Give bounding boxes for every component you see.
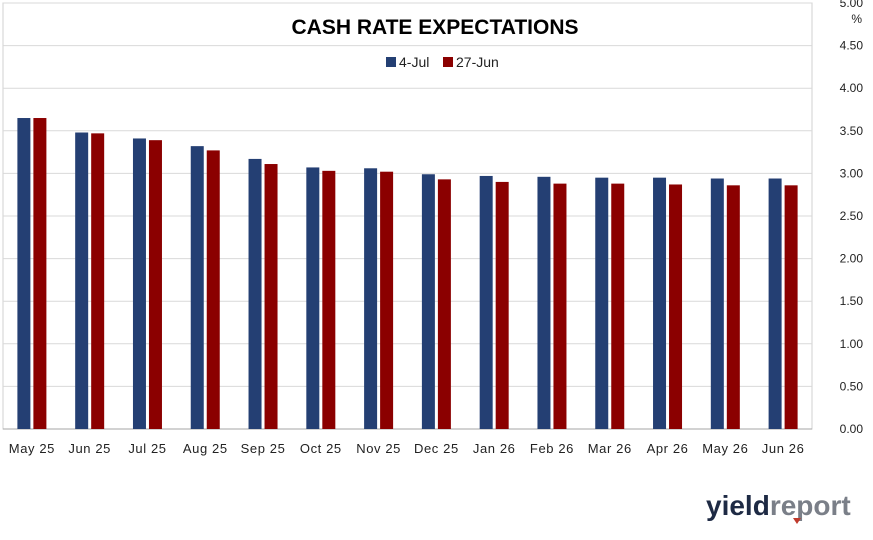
bar-1-6 [380, 171, 394, 430]
bar-0-12 [710, 178, 724, 429]
bar-0-1 [75, 132, 89, 429]
bar-1-10 [611, 183, 625, 429]
bar-1-1 [91, 133, 105, 429]
x-tick-label: Dec 25 [414, 441, 459, 456]
bar-1-0 [33, 118, 47, 430]
yieldreport-logo: yieldreport [706, 490, 851, 521]
legend-swatch-0 [386, 57, 396, 67]
y-tick-label: 3.50 [840, 124, 864, 138]
bar-0-5 [306, 167, 320, 429]
y-tick-label: 2.00 [840, 252, 864, 266]
bar-1-2 [148, 140, 162, 429]
y-tick-label: 1.50 [840, 294, 864, 308]
y-axis-unit-label: % [851, 12, 862, 26]
bar-0-10 [595, 177, 609, 429]
bar-1-3 [206, 150, 220, 429]
x-tick-label: Apr 26 [647, 441, 689, 456]
y-tick-label: 2.50 [840, 209, 864, 223]
bar-0-2 [132, 138, 146, 429]
x-tick-label: Jun 26 [762, 441, 805, 456]
x-tick-label: Nov 25 [356, 441, 401, 456]
bar-1-11 [669, 184, 683, 429]
y-tick-label: 0.00 [840, 422, 864, 436]
bar-1-7 [437, 179, 451, 429]
bar-1-12 [726, 185, 740, 429]
x-tick-label: Jul 25 [128, 441, 166, 456]
legend-swatch-1 [443, 57, 453, 67]
x-tick-label: Jan 26 [473, 441, 516, 456]
legend-label-0: 4-Jul [399, 54, 429, 70]
chart-title: CASH RATE EXPECTATIONS [291, 16, 578, 39]
y-tick-label: 0.50 [840, 379, 864, 393]
bar-0-7 [421, 174, 435, 429]
y-tick-label: 5.00 [840, 0, 864, 10]
y-tick-label: 1.00 [840, 337, 864, 351]
x-tick-label: Aug 25 [183, 441, 228, 456]
bar-0-9 [537, 176, 551, 429]
bar-0-13 [768, 178, 782, 429]
x-tick-label: Mar 26 [588, 441, 632, 456]
y-tick-label: 4.50 [840, 39, 864, 53]
bar-1-4 [264, 164, 278, 429]
bar-0-3 [190, 146, 204, 430]
legend-label-1: 27-Jun [456, 54, 499, 70]
logo-yield-text: yield [706, 490, 770, 521]
bar-0-8 [479, 175, 493, 429]
logo-report-text: report [770, 490, 851, 521]
y-tick-label: 3.00 [840, 166, 864, 180]
bar-0-0 [17, 118, 31, 430]
x-tick-label: Jun 25 [68, 441, 111, 456]
bar-1-5 [322, 170, 336, 429]
y-tick-label: 4.00 [840, 81, 864, 95]
bar-1-9 [553, 183, 567, 429]
bar-0-6 [364, 168, 378, 429]
bar-0-4 [248, 158, 262, 429]
logo-accent-icon [793, 518, 801, 524]
x-tick-label: Feb 26 [530, 441, 574, 456]
bar-1-13 [784, 185, 798, 429]
bar-0-11 [653, 177, 667, 429]
x-tick-label: Oct 25 [300, 441, 342, 456]
x-tick-label: Sep 25 [241, 441, 286, 456]
bar-1-8 [495, 181, 509, 429]
x-tick-label: May 26 [702, 441, 748, 456]
x-tick-label: May 25 [9, 441, 55, 456]
